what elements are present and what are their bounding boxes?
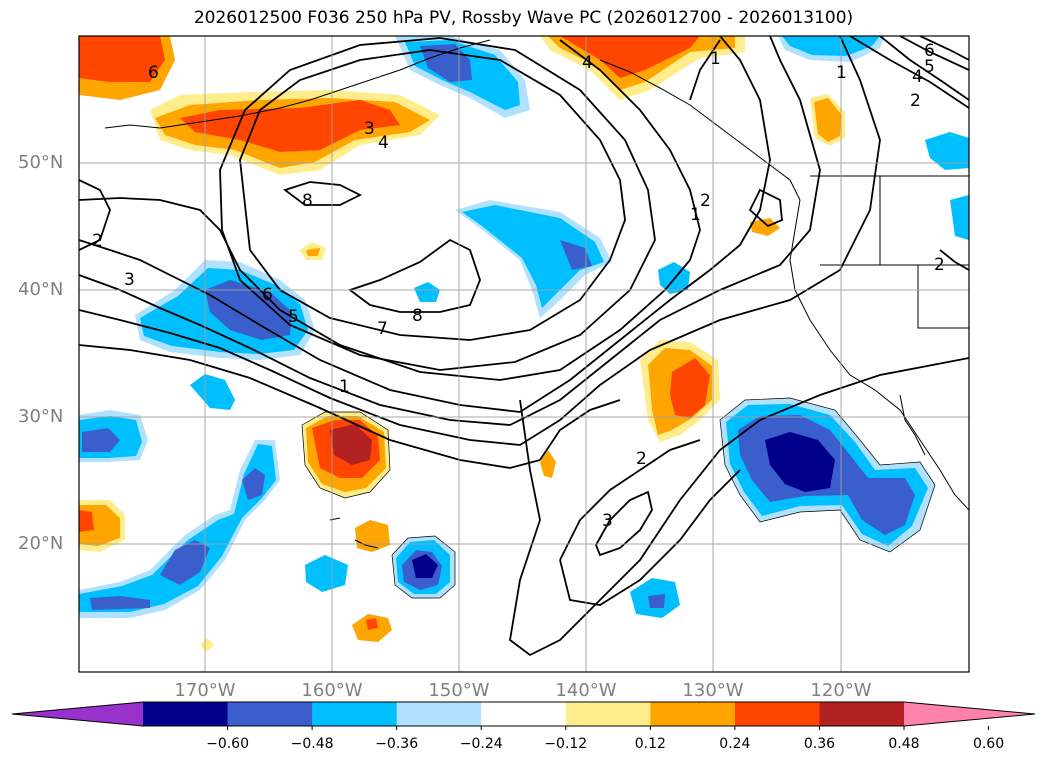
- anomaly-outlines: [301, 397, 936, 599]
- colorbar-cell: [143, 702, 229, 726]
- contour-label: 2: [934, 255, 945, 275]
- colorbar-tick-label: 0.24: [719, 736, 751, 752]
- colorbar-cell: [819, 702, 905, 726]
- contour-label: 3: [124, 270, 135, 290]
- contour-label: 1: [710, 49, 721, 69]
- positive-anomaly-hawaii-north: [302, 412, 390, 498]
- contour-label: 6: [148, 63, 159, 83]
- contour-label: 8: [412, 306, 423, 326]
- positive-anomaly-small: [79, 94, 845, 652]
- colorbar-arrow-max: [904, 702, 1035, 726]
- contour-label: 2: [92, 231, 103, 251]
- contour-label: 8: [302, 191, 313, 211]
- contour-label: 3: [602, 511, 613, 531]
- contour-label: 2: [636, 449, 647, 469]
- contour-label: 5: [924, 57, 935, 77]
- contour-label: 1: [339, 377, 350, 397]
- contour-label: 2: [910, 91, 921, 111]
- positive-anomaly-north-west: [79, 36, 175, 100]
- colorbar-tick-label: −0.12: [544, 736, 588, 752]
- longitude-label: 150°W: [428, 680, 490, 701]
- colorbar-cell: [734, 702, 820, 726]
- shaded-fields: 6 3 4 8 2 3 6 5 7 8 1 2 3 1 2 1 2 4 5 6 …: [79, 36, 969, 672]
- longitude-label: 140°W: [555, 680, 617, 701]
- contour-label: 5: [288, 307, 299, 327]
- contour-labels: 6 3 4 8 2 3 6 5 7 8 1 2 3 1 2 1 2 4 5 6 …: [92, 41, 945, 531]
- colorbar-outline: [11, 701, 1036, 727]
- graticule: [79, 36, 969, 672]
- colorbar-tick-label: −0.24: [459, 736, 503, 752]
- colorbar-tick-label: 0.48: [888, 736, 920, 752]
- colorbar-tick-label: 0.60: [972, 736, 1005, 752]
- negative-anomaly-southeast: [720, 398, 935, 552]
- longitude-label: 170°W: [174, 680, 236, 701]
- contour-label: 1: [690, 205, 701, 225]
- contour-label: 1: [836, 63, 847, 83]
- contour-label: 6: [262, 285, 273, 305]
- latitude-label: 50°N: [18, 152, 64, 173]
- colorbar-cell: [565, 702, 651, 726]
- colorbar-cell: [312, 702, 398, 726]
- plot-frame: [78, 35, 970, 673]
- coastlines: [104, 39, 969, 549]
- negative-anomaly-sw: [79, 410, 280, 618]
- positive-anomaly-aleutian: [150, 90, 440, 175]
- colorbar-tick-label: −0.60: [206, 736, 249, 752]
- negative-anomaly-small: [190, 36, 969, 618]
- contour-label: 4: [912, 67, 923, 87]
- contour-label: 2: [700, 191, 711, 211]
- contour-label: 7: [377, 319, 388, 339]
- contour-label: 4: [582, 53, 593, 73]
- latitude-label: 40°N: [18, 279, 64, 300]
- contour-label: 4: [378, 133, 389, 153]
- positive-anomaly-gulf-alaska: [540, 36, 745, 100]
- colorbar-cell: [650, 702, 736, 726]
- colorbar-arrow-min: [12, 702, 143, 726]
- colorbar-tick-label: 0.36: [803, 736, 836, 752]
- longitude-label: 120°W: [810, 680, 872, 701]
- map-plot: 6 3 4 8 2 3 6 5 7 8 1 2 3 1 2 1 2 4 5 6 …: [78, 35, 970, 673]
- latitude-label: 20°N: [18, 533, 64, 554]
- colorbar-cell: [396, 702, 482, 726]
- map-title: 2026012500 F036 250 hPa PV, Rossby Wave …: [193, 8, 854, 28]
- longitude-label: 130°W: [682, 680, 744, 701]
- contour-label: 3: [364, 119, 375, 139]
- negative-anomaly-jet-streak: [455, 200, 612, 318]
- colorbar-cell: [227, 702, 313, 726]
- colorbar-tick-label: 0.12: [634, 736, 666, 752]
- pv-contours: [79, 36, 969, 657]
- colorbar-tick-label: −0.36: [375, 736, 419, 752]
- colorbar-tick-label: −0.48: [290, 736, 334, 752]
- contour-label: 6: [924, 41, 935, 61]
- longitude-label: 160°W: [301, 680, 363, 701]
- colorbar-cell: [481, 702, 567, 726]
- latitude-label: 30°N: [18, 406, 64, 427]
